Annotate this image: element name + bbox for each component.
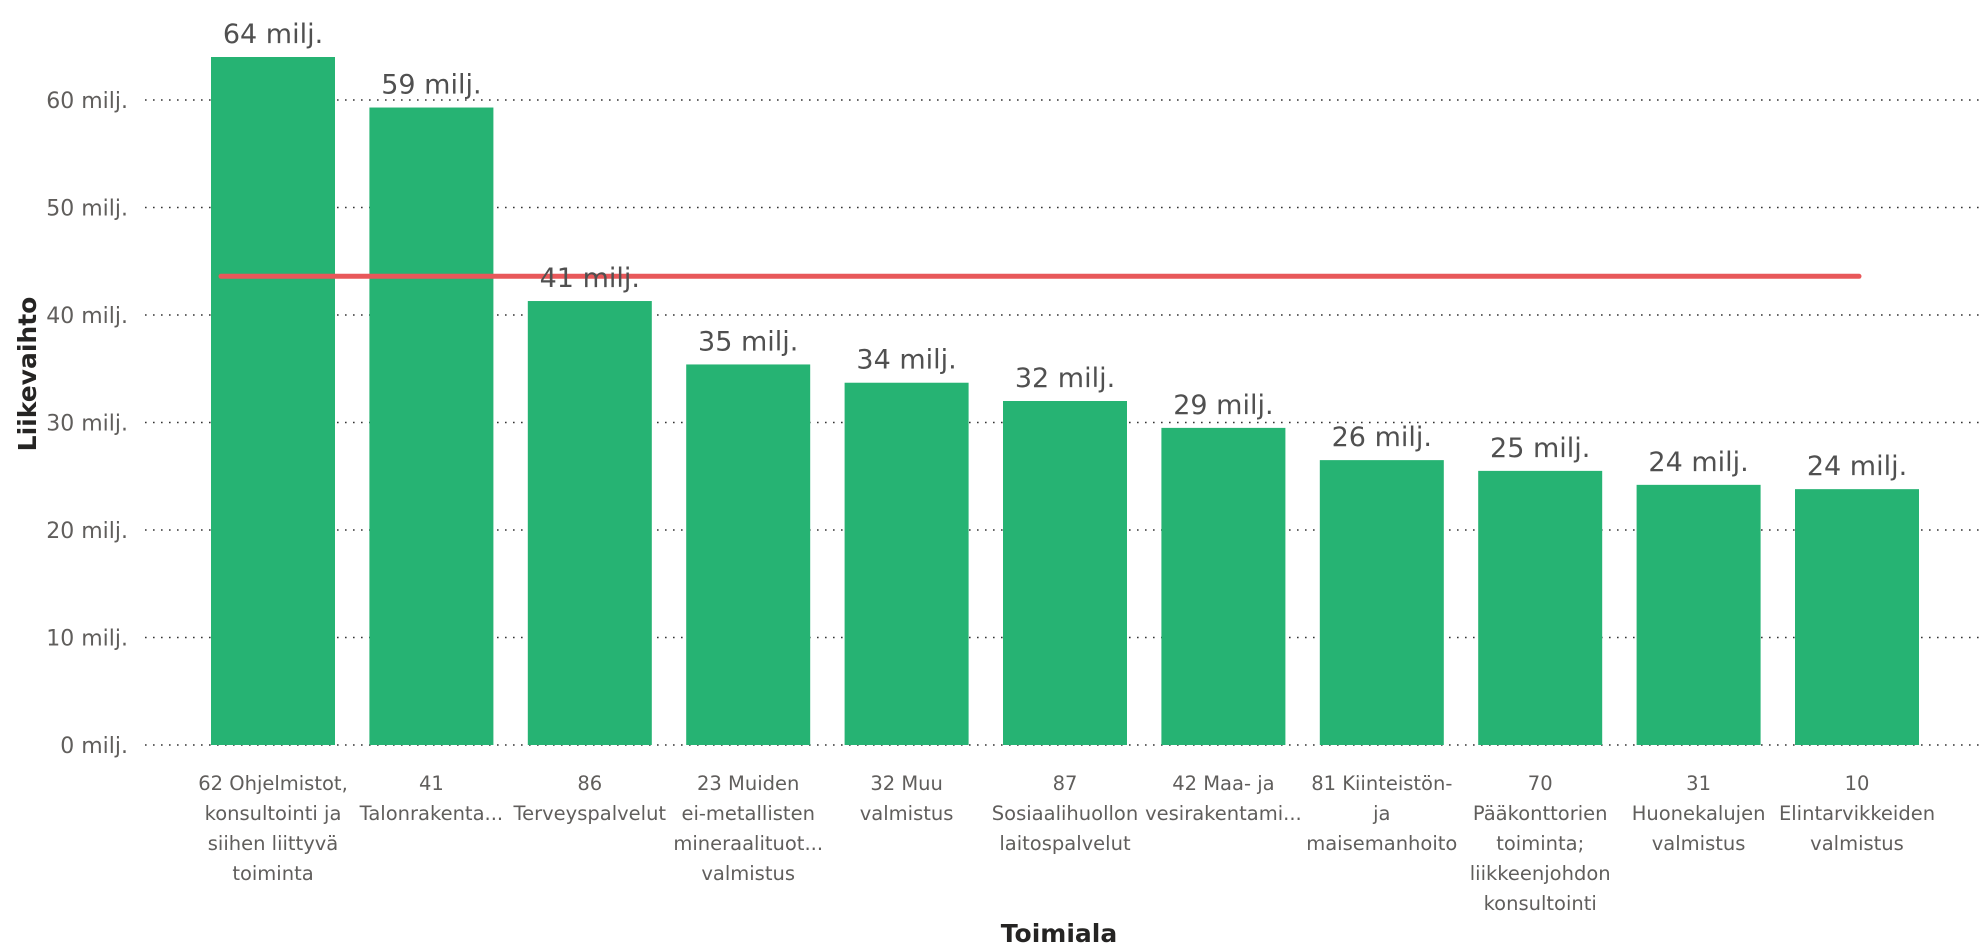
x-axis-category-labels: 62 Ohjelmistot, konsultointi ja siihen lii… <box>198 772 1935 915</box>
x-tick-label: 41 Talonrakenta... <box>359 772 503 825</box>
data-label: 41 milj. <box>540 263 640 294</box>
x-tick-label: 32 Muu valmistus <box>860 772 954 825</box>
data-label: 25 milj. <box>1490 433 1590 464</box>
data-label: 34 milj. <box>856 345 956 376</box>
x-tick-label: 42 Maa- ja vesirakentami... <box>1145 772 1302 825</box>
bar[interactable] <box>844 382 969 745</box>
bar[interactable] <box>1161 427 1286 745</box>
bars <box>211 57 1919 745</box>
x-tick-label: 10 Elintarvikkeiden valmistus <box>1779 772 1935 855</box>
y-axis-title: Liikevaihto <box>13 297 42 452</box>
bar[interactable] <box>1636 484 1761 745</box>
x-tick-label: 86 Terveyspalvelut <box>513 772 667 825</box>
y-tick-label: 60 milj. <box>46 89 128 114</box>
x-tick-label: 87 Sosiaalihuollon laitospalvelut <box>992 772 1138 855</box>
y-tick-label: 10 milj. <box>46 627 128 652</box>
y-axis-ticks: 0 milj. 10 milj. 20 milj. 30 milj. 40 milj. 5… <box>46 89 128 759</box>
data-label: 29 milj. <box>1173 390 1273 421</box>
data-label: 32 milj. <box>1015 363 1115 394</box>
data-labels: 64 milj. 59 milj. 41 milj. 35 milj. 34 milj.… <box>223 19 1907 482</box>
y-tick-label: 30 milj. <box>46 412 128 437</box>
data-label: 59 milj. <box>381 70 481 101</box>
bar[interactable] <box>1319 460 1444 745</box>
x-tick-label: 70 Pääkonttorien toiminta; liikkeenjohdon ko… <box>1470 772 1611 915</box>
x-tick-label: 31 Huonekalujen valmistus <box>1632 772 1766 855</box>
y-tick-label: 20 milj. <box>46 519 128 544</box>
y-tick-label: 50 milj. <box>46 197 128 222</box>
bar[interactable] <box>527 301 652 745</box>
bar[interactable] <box>1795 489 1919 745</box>
x-tick-label: 23 Muiden ei-metallisten mineraalituot... v… <box>673 772 823 885</box>
y-tick-label: 0 milj. <box>60 734 128 759</box>
data-label: 26 milj. <box>1332 422 1432 453</box>
bar[interactable] <box>369 107 494 745</box>
x-tick-label: 81 Kiinteistön-ja maisemanhoito <box>1306 772 1457 855</box>
bar[interactable] <box>1003 401 1127 745</box>
y-tick-label: 40 milj. <box>46 304 128 329</box>
data-label: 35 milj. <box>698 326 798 357</box>
bar[interactable] <box>211 57 335 745</box>
x-axis-title: Toimiala <box>1001 919 1117 946</box>
data-label: 24 milj. <box>1648 447 1748 478</box>
data-label: 64 milj. <box>223 19 323 50</box>
x-tick-label: 62 Ohjelmistot, konsultointi ja siihen lii… <box>198 772 348 885</box>
bar[interactable] <box>1478 470 1603 745</box>
bar[interactable] <box>686 364 811 745</box>
data-label: 24 milj. <box>1807 451 1907 482</box>
